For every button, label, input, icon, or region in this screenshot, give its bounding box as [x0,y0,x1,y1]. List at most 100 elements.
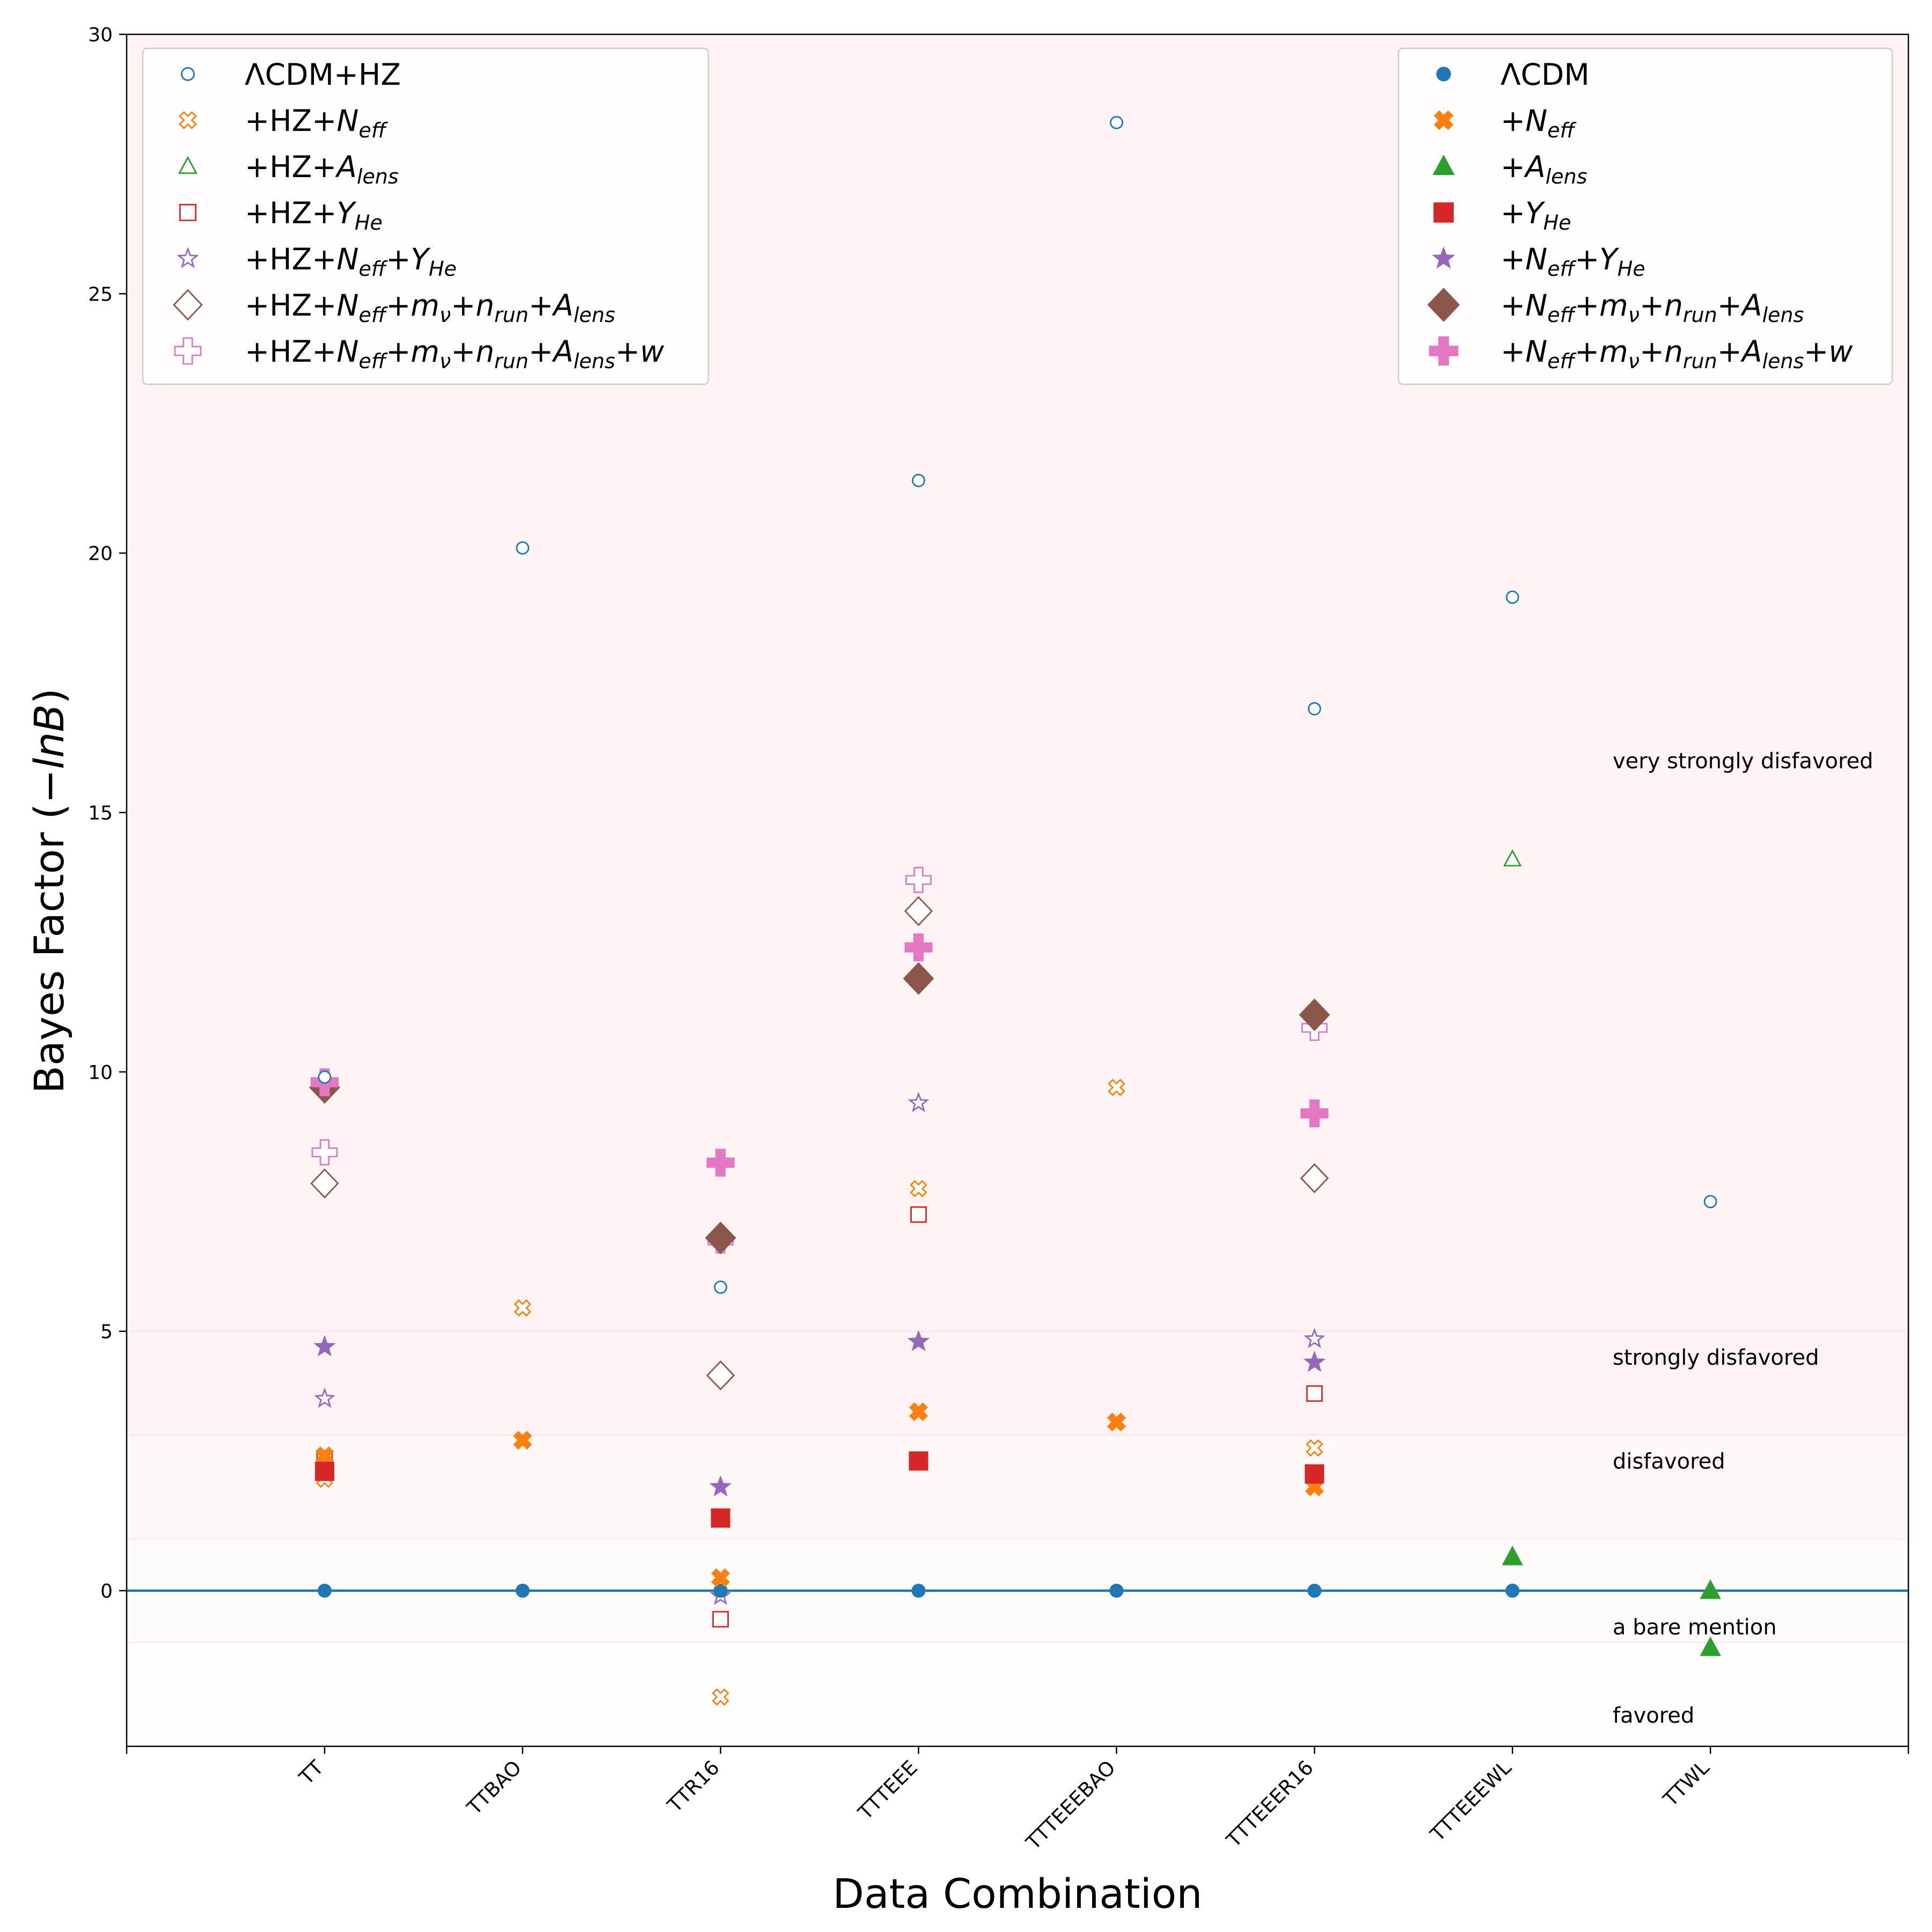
point-n-eff-m-nu-n-run-a-lens-w-ttteeer16 [1300,1099,1329,1128]
y-axis-title-math: −lnB [25,704,73,803]
legend-marker-lambdacdm-hz [181,67,195,81]
point-a-lens-ttteeewl [1502,1546,1523,1565]
legend-label-hz-n-eff-m-nu-n-run-a-lens: +HZ+Neff​+mν​+nrun​+Alens​ [245,288,615,327]
legend-label-part: + [1640,288,1664,323]
point-lambdacdm-ttbao [515,1584,530,1598]
y-tick-label: 0 [100,1580,113,1602]
point-hz-n-eff-y-he-ttteeer16 [1304,1328,1326,1349]
legend-label-part: A [1740,288,1762,323]
point-hz-n-eff-m-nu-n-run-a-lens-ttteee [904,896,933,926]
legend-label-part: + [386,334,411,369]
series-n-eff-y-he [313,1330,1326,1497]
legend-marker-hz-a-lens [178,156,198,174]
legend-label-part: eff [1547,349,1576,373]
legend-label-n-eff-y-he: +Neff​+YHe​ [1501,242,1645,281]
legend-label-part: N [1525,334,1547,369]
legend-item-hz-n-eff: +HZ+Neff​ [179,104,388,142]
point-n-eff-y-he-tt [313,1335,336,1357]
point-n-eff-y-he-ttteeer16 [1303,1350,1326,1372]
legend-label-part: eff [1547,119,1576,142]
point-hz-y-he-ttteee [910,1206,927,1223]
point-y-he-ttteee [909,1451,928,1471]
point-lambdacdm-ttteeebao [1109,1584,1124,1598]
legend-marker-n-eff-y-he [1432,246,1455,269]
y-tick-label: 15 [88,802,113,824]
legend-label-part: ΛCDM [1501,57,1590,92]
x-tick-label-tt: TT [295,1756,328,1790]
legend-label-part: A [1524,150,1546,184]
point-hz-y-he-ttteeer16 [1306,1385,1323,1402]
legend-label-hz-n-eff-y-he: +HZ+Neff​+YHe​ [245,242,457,281]
legend-label-part: eff [1547,303,1576,327]
legend-label-part: Y [1525,196,1546,230]
legend-label-part: eff [358,303,387,327]
series-lambdacdm-hz-tt [318,1070,332,1084]
band-label-disfavored: disfavored [1613,1449,1725,1474]
legend-label-part: + [386,242,411,276]
legend-label-part: eff [1547,257,1576,281]
legend-label-part: N [1525,104,1547,138]
band-strongly-disfavored [127,1331,1908,1435]
legend-label-part: m [1599,288,1628,323]
band-labels: favored a bare mention disfavored strongly … [1613,749,1874,1728]
legend-marker-lambdacdm [1436,67,1451,82]
y-tick-label: 10 [88,1062,113,1084]
legend-label-hz-n-eff-m-nu-n-run-a-lens-w: +HZ+Neff​+mν​+nrun​+Alens​+w [245,334,664,373]
point-hz-n-eff-m-nu-n-run-a-lens-w-tt [311,1139,338,1166]
legend-marker-n-eff-m-nu-n-run-a-lens-w [1429,336,1459,366]
legend-label-part: m [1599,334,1628,369]
legend-label-part: w [1828,334,1853,369]
point-hz-a-lens-ttteeewl [1503,849,1522,867]
legend-item-hz-y-he: +HZ+YHe​ [179,196,383,235]
legend-label-part: +HZ+ [245,242,336,276]
x-tick-label-ttwl: TTWL [1658,1756,1714,1811]
legend-label-part: + [1575,242,1599,276]
band-disfavored [127,1435,1908,1539]
legend-label-part: run [1683,303,1717,327]
legend-label-part: + [1717,288,1742,323]
legend-label-part: Y [411,242,431,276]
legend-label-hz-y-he: +HZ+YHe​ [245,196,383,235]
y-axis-title-text: Bayes Factor ( [25,803,73,1094]
legend-label-hz-n-eff: +HZ+Neff​ [245,104,388,142]
legend-label-part: ν [1628,349,1640,373]
legend-item-lambdacdm-hz: ΛCDM+HZ [181,57,401,92]
legend-item-hz-n-eff-m-nu-n-run-a-lens: +HZ+Neff​+mν​+nrun​+Alens​ [173,288,615,327]
legend-label-part: ν [1628,303,1640,327]
point-hz-n-eff-ttteeebao [1108,1079,1125,1096]
legend-label-hz-a-lens: +HZ+Alens​ [245,150,399,188]
legend-marker-hz-y-he [179,203,197,222]
legend-label-part: n [1664,288,1683,323]
legend-label-part: + [451,288,475,323]
point-y-he-ttr16 [711,1508,730,1528]
point-n-eff-m-nu-n-run-a-lens-w-ttteee [904,933,933,962]
legend-label-n-eff-m-nu-n-run-a-lens-w: +Neff​+mν​+nrun​+Alens​+w [1501,334,1853,373]
legend-label-part: eff [358,119,387,142]
legend-label-part: N [336,334,358,369]
series-y-he [314,1451,1324,1528]
legend-marker-a-lens [1432,155,1455,175]
point-lambdacdm-hz-ttteee [912,473,925,487]
legend-label-part: A [552,288,574,323]
point-n-eff-m-nu-n-run-a-lens-w-ttr16 [706,1148,735,1177]
point-lambdacdm-hz-ttwl [1703,1195,1717,1209]
point-lambdacdm-ttr16 [713,1584,728,1598]
legend-item-n-eff-m-nu-n-run-a-lens: +Neff​+mν​+nrun​+Alens​ [1427,288,1804,327]
legend-label-part: + [1501,288,1525,323]
legend-label-part: + [1717,334,1742,369]
legend-item-a-lens: +Alens​ [1432,150,1587,188]
series-hz-a-lens [1503,849,1522,867]
legend-label-part: + [529,288,553,323]
point-hz-n-eff-ttteee [910,1180,927,1198]
point-lambdacdm-ttteeewl [1505,1584,1520,1598]
legend-label-part: N [336,242,358,276]
legend-item-n-eff-m-nu-n-run-a-lens-w: +Neff​+mν​+nrun​+Alens​+w [1429,334,1853,373]
point-hz-n-eff-y-he-ttteee [908,1092,930,1113]
legend-label-part: m [411,288,440,323]
legend-hz-models: ΛCDM+HZ+HZ+Neff​+HZ+Alens​+HZ+YHe​+HZ+Ne… [142,47,709,385]
legend-label-lambdacdm-hz: ΛCDM+HZ [245,57,401,92]
point-hz-n-eff-ttteeer16 [1306,1439,1323,1457]
x-tick-label-ttbao: TTBAO [463,1756,526,1820]
x-tick-label-ttteee: TTTEEE [853,1756,922,1825]
